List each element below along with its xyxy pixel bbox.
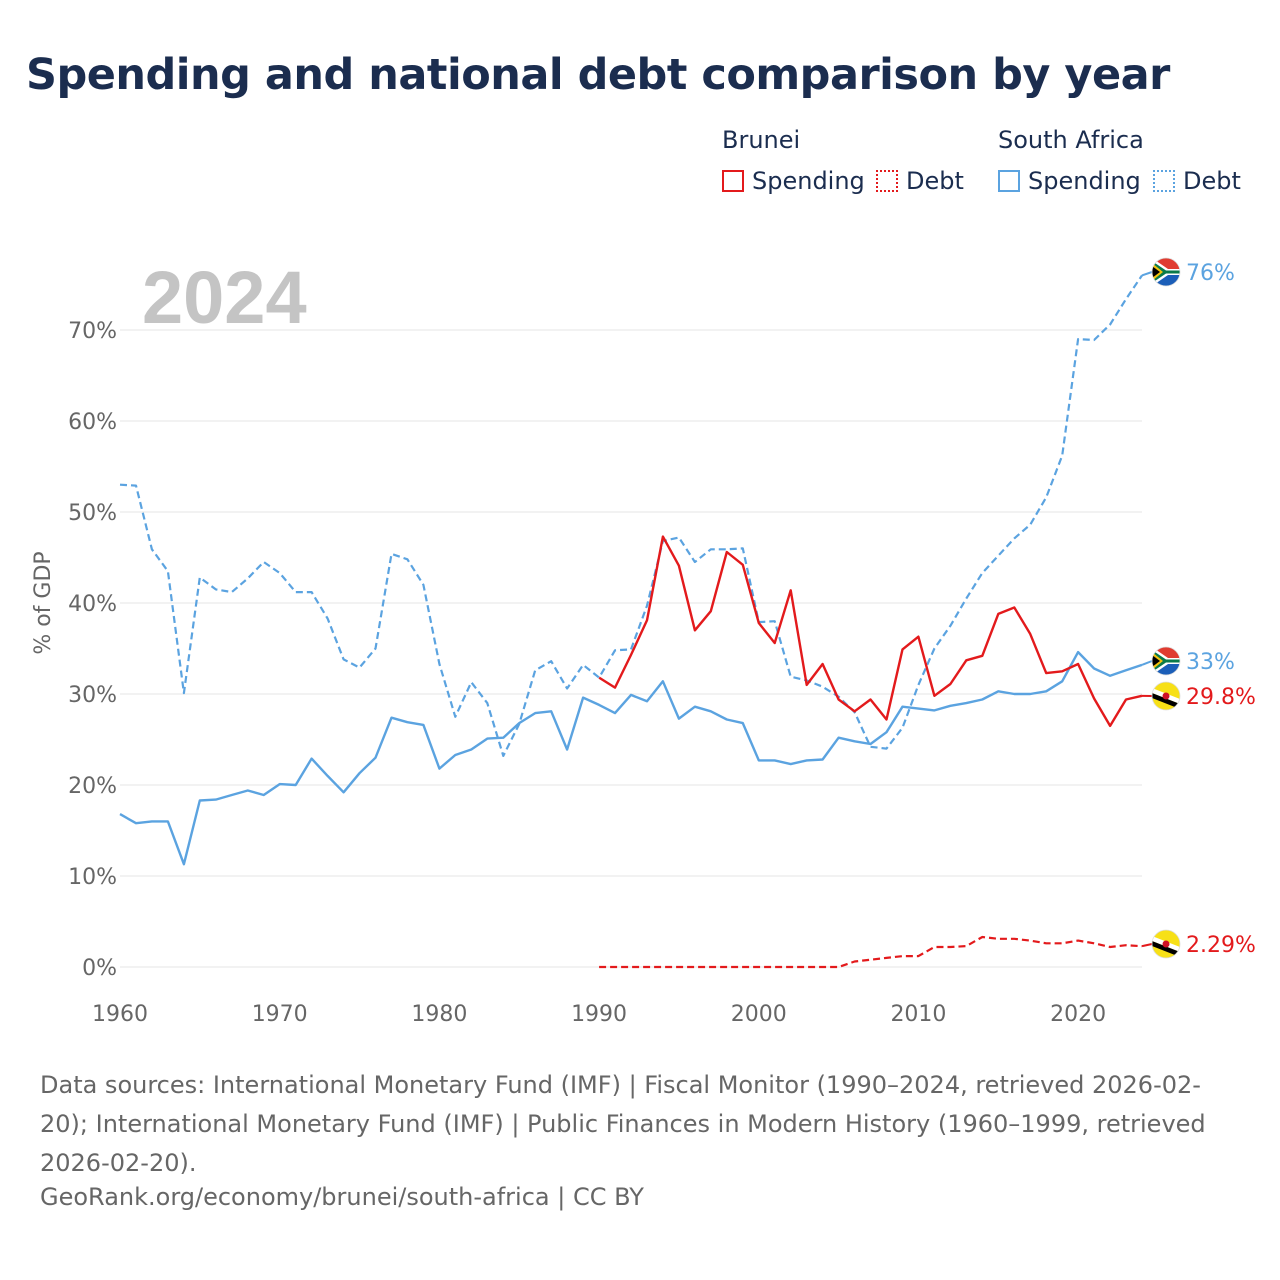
legend-item-south-africa-debt[interactable]: Debt — [1153, 167, 1241, 195]
y-tick-label: 70% — [68, 319, 117, 344]
legend-swatch-dotted — [1153, 170, 1175, 192]
end-value-label: 29.8% — [1186, 685, 1256, 710]
end-markers: 76% 33% 29.8% 2.29% — [1141, 257, 1256, 959]
end-value-label: 2.29% — [1186, 933, 1256, 958]
y-tick-label: 10% — [68, 865, 117, 890]
series-line-south-africa-spending — [119, 650, 1143, 866]
end-value-label: 33% — [1186, 650, 1235, 675]
y-tick-label: 50% — [68, 501, 117, 526]
y-tick-label: 40% — [68, 592, 117, 617]
end-connector — [1141, 943, 1153, 948]
y-axis-ticks: 0% 10% 20% 30% 40% 50% 60% 70% — [68, 319, 117, 981]
legend-group-south-africa: South Africa — [998, 126, 1144, 154]
series-line-south-africa-debt — [119, 274, 1143, 758]
legend-swatch-dotted — [876, 170, 898, 192]
y-tick-label: 60% — [68, 410, 117, 435]
legend-item-brunei-debt[interactable]: Debt — [876, 167, 964, 195]
end-connector — [1141, 271, 1153, 277]
x-tick-label: 1970 — [252, 1002, 308, 1027]
legend-label: Debt — [1183, 167, 1241, 195]
series-line-brunei-spending — [598, 535, 1143, 728]
south-africa-flag-icon — [1151, 646, 1181, 676]
brunei-flag-icon — [1151, 681, 1181, 711]
chart-title: Spending and national debt comparison by… — [26, 50, 1170, 100]
y-tick-label: 30% — [68, 683, 117, 708]
legend-label: Debt — [906, 167, 964, 195]
source-note: Data sources: International Monetary Fun… — [40, 1071, 1206, 1177]
legend-label: Spending — [1028, 167, 1141, 195]
legend-item-brunei-spending[interactable]: Spending — [722, 167, 865, 195]
x-axis-ticks: 1960 1970 1980 1990 2000 2010 2020 — [92, 1002, 1106, 1027]
legend-item-south-africa-spending[interactable]: Spending — [998, 167, 1141, 195]
legend-label: Spending — [752, 167, 865, 195]
legend-swatch-solid — [998, 170, 1020, 192]
end-connector — [1141, 660, 1153, 666]
year-watermark: 2024 — [142, 256, 307, 339]
legend-group-brunei: Brunei — [722, 126, 801, 154]
x-tick-label: 2000 — [731, 1002, 787, 1027]
y-axis-label: % of GDP — [31, 551, 56, 654]
x-tick-label: 1960 — [92, 1002, 148, 1027]
y-tick-label: 0% — [82, 956, 117, 981]
series-lines — [119, 274, 1143, 969]
brunei-flag-icon — [1151, 929, 1181, 959]
legend-swatch-solid — [722, 170, 744, 192]
series-line-brunei-debt — [599, 935, 1143, 969]
x-tick-label: 1990 — [571, 1002, 627, 1027]
y-tick-label: 20% — [68, 774, 117, 799]
x-tick-label: 2020 — [1050, 1002, 1106, 1027]
end-value-label: 76% — [1186, 261, 1235, 286]
south-africa-flag-icon — [1151, 257, 1181, 287]
attribution: GeoRank.org/economy/brunei/south-africa … — [40, 1183, 644, 1211]
x-tick-label: 2010 — [890, 1002, 946, 1027]
x-tick-label: 1980 — [411, 1002, 467, 1027]
grid-lines — [120, 329, 1142, 968]
